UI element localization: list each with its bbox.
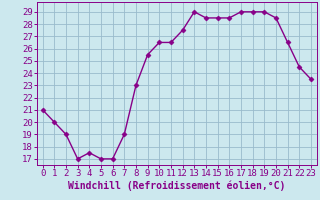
X-axis label: Windchill (Refroidissement éolien,°C): Windchill (Refroidissement éolien,°C) [68,181,285,191]
